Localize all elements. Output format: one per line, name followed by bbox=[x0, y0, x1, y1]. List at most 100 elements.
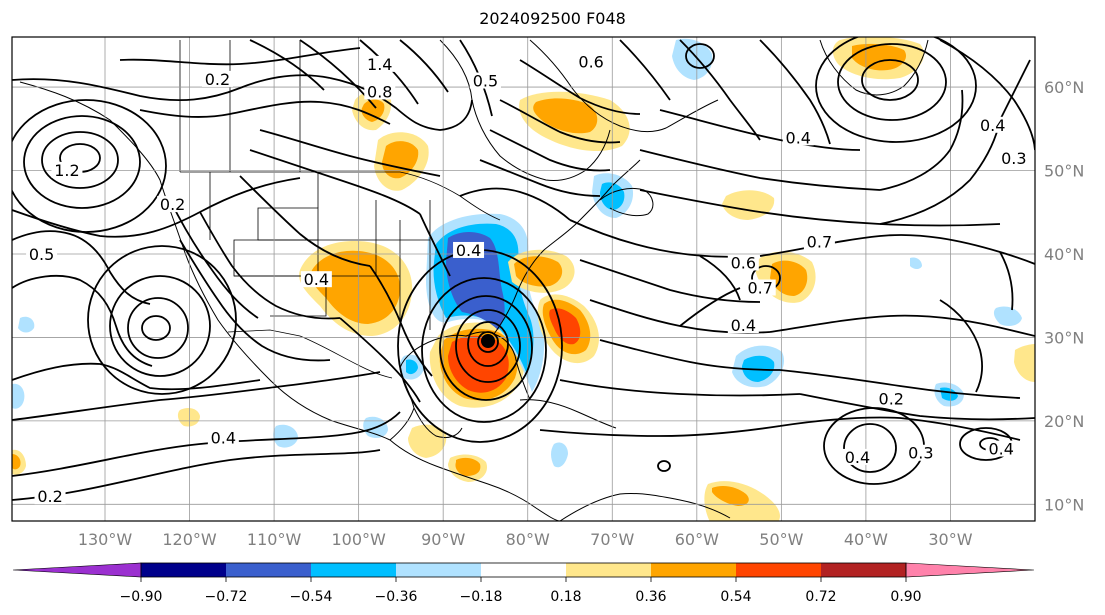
colorbar-tick-label: −0.36 bbox=[375, 589, 418, 605]
contour-line bbox=[399, 39, 449, 93]
longitude-tick-label: 80°W bbox=[506, 530, 550, 549]
colorbar-cell bbox=[736, 563, 821, 577]
positive-shading-region bbox=[361, 99, 385, 122]
contour-line bbox=[843, 423, 897, 473]
coastline-greenland bbox=[819, 39, 929, 96]
latitude-tick-labels: 60°N 50°N 40°N 30°N 20°N 10°N bbox=[1044, 78, 1084, 514]
contour-label-background bbox=[201, 70, 233, 87]
positive-shading-region bbox=[852, 43, 907, 71]
contour-labels-layer: 0.2 1.4 1.2 0.6 0.5 0.2 0.5 0.4 0.7 0.7 0.6 0.4 0.3 0… bbox=[26, 52, 1030, 506]
coastline-east-us bbox=[493, 159, 641, 335]
colorbar-cell bbox=[566, 563, 651, 577]
contour-label: 0.4 bbox=[845, 448, 870, 467]
contour-line bbox=[12, 362, 261, 391]
positive-shading-region bbox=[514, 256, 563, 287]
negative-shading-region bbox=[910, 257, 922, 269]
positive-shading-region bbox=[533, 98, 598, 134]
contour-line bbox=[879, 89, 964, 191]
contour-label: 0.4 bbox=[988, 440, 1013, 459]
contour-label: 0.8 bbox=[367, 82, 392, 101]
contour-line bbox=[12, 449, 381, 501]
contour-line bbox=[169, 199, 259, 319]
contour-label: 0.2 bbox=[37, 487, 62, 506]
positive-shading-region bbox=[712, 486, 749, 506]
contour-line bbox=[259, 129, 441, 177]
contour-label-background bbox=[34, 488, 66, 505]
negative-shading-region bbox=[273, 424, 298, 448]
colorbar-cell bbox=[481, 563, 566, 577]
contour-label: 0.4 bbox=[456, 241, 481, 260]
positive-shading-region bbox=[549, 308, 581, 345]
contour-line bbox=[139, 100, 391, 125]
contour-line bbox=[339, 317, 421, 403]
longitude-tick-label: 70°W bbox=[590, 530, 634, 549]
negative-shading-region bbox=[551, 442, 568, 468]
colorbar-tick-label: 0.72 bbox=[805, 589, 836, 605]
contour-line bbox=[249, 149, 421, 215]
coastline-maritime-canada bbox=[599, 187, 654, 217]
contour-line bbox=[699, 255, 741, 301]
contour-label-background bbox=[727, 317, 759, 334]
contour-line bbox=[41, 131, 119, 189]
contour-label: 0.5 bbox=[29, 245, 54, 264]
contour-label-background bbox=[744, 279, 776, 296]
contour-label: 0.4 bbox=[304, 270, 329, 289]
contour-label: 1.2 bbox=[54, 161, 79, 180]
contour-line bbox=[141, 315, 171, 341]
contour-line bbox=[109, 275, 211, 377]
contour-line bbox=[459, 187, 571, 221]
contour-line bbox=[419, 213, 451, 277]
colorbar-cell bbox=[821, 563, 906, 577]
state-border bbox=[234, 275, 327, 317]
contour-line bbox=[477, 331, 499, 353]
colorbar-cell bbox=[311, 563, 396, 577]
coastline-central-america bbox=[389, 439, 561, 521]
contour-label-background bbox=[453, 241, 485, 258]
contour-line bbox=[421, 277, 547, 423]
latitude-tick-label: 50°N bbox=[1044, 162, 1084, 181]
contour-line bbox=[12, 371, 381, 421]
colorbar-tick-label: 0.90 bbox=[890, 589, 921, 605]
latitude-tick-label: 60°N bbox=[1044, 78, 1084, 97]
contour-line bbox=[639, 149, 881, 191]
contour-line bbox=[12, 411, 401, 477]
contour-label: 0.4 bbox=[786, 128, 811, 147]
contour-line bbox=[861, 59, 919, 101]
contour-line bbox=[199, 211, 341, 320]
positive-shading-region bbox=[1014, 344, 1035, 382]
latitude-tick-label: 40°N bbox=[1044, 245, 1084, 264]
contour-line bbox=[439, 295, 533, 401]
longitude-tick-label: 60°W bbox=[675, 530, 719, 549]
latitude-tick-label: 10°N bbox=[1044, 495, 1084, 514]
longitude-tick-label: 110°W bbox=[247, 530, 302, 549]
positive-shading-region bbox=[310, 250, 401, 324]
colorbar-frame bbox=[140, 562, 907, 578]
coastline-hudson-bay bbox=[439, 39, 611, 181]
colorbar-ticks bbox=[140, 577, 907, 582]
colorbar-tick-label: −0.54 bbox=[290, 589, 333, 605]
contour-line bbox=[12, 274, 153, 367]
contour-line bbox=[569, 219, 751, 258]
contour-label: 0.5 bbox=[473, 72, 498, 91]
contour-label-background bbox=[727, 254, 759, 271]
contour-line bbox=[559, 379, 801, 397]
contour-label-background bbox=[782, 129, 814, 146]
contour-line bbox=[939, 39, 1035, 151]
longitude-tick-labels: 130°W 120°W 110°W 100°W 90°W 80°W 70°W 60°W 50°W… bbox=[78, 530, 973, 549]
contour-line bbox=[579, 259, 761, 303]
contour-label-background bbox=[905, 444, 937, 461]
contour-label-background bbox=[977, 116, 1009, 133]
contour-line bbox=[879, 119, 1001, 225]
contour-label-background bbox=[841, 448, 873, 465]
contour-line bbox=[639, 189, 1001, 227]
contour-line bbox=[539, 425, 781, 437]
contour-line bbox=[12, 230, 151, 305]
contour-line bbox=[299, 39, 377, 109]
positive-shading-region bbox=[455, 457, 481, 476]
contour-line bbox=[479, 159, 601, 197]
contour-label: 0.2 bbox=[879, 390, 904, 409]
colorbar-cell bbox=[651, 563, 736, 577]
contour-label: 0.4 bbox=[211, 429, 236, 448]
border-us-mexico bbox=[227, 329, 393, 379]
contour-label-background bbox=[157, 196, 189, 213]
